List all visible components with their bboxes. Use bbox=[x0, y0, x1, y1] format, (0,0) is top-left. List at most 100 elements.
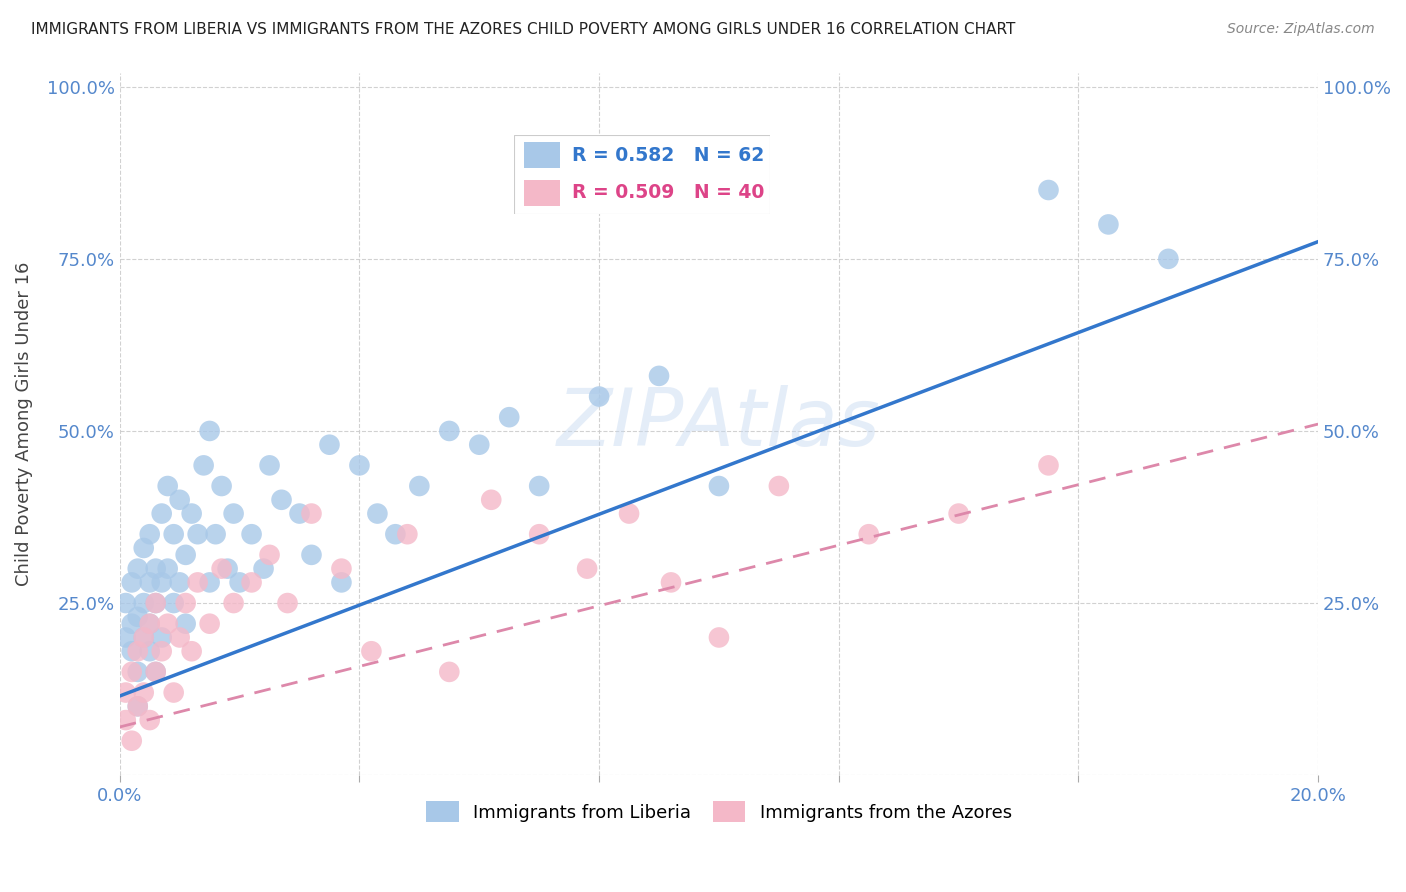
Point bbox=[396, 527, 419, 541]
Point bbox=[180, 507, 202, 521]
Y-axis label: Child Poverty Among Girls Under 16: Child Poverty Among Girls Under 16 bbox=[15, 262, 32, 586]
Point bbox=[204, 527, 226, 541]
Point bbox=[240, 527, 263, 541]
Point bbox=[163, 685, 186, 699]
Point bbox=[479, 492, 502, 507]
Point bbox=[259, 458, 281, 473]
Point bbox=[145, 596, 167, 610]
Point bbox=[240, 575, 263, 590]
Point bbox=[187, 575, 209, 590]
Point bbox=[276, 596, 298, 610]
Point bbox=[301, 548, 323, 562]
Point bbox=[127, 644, 149, 658]
Point bbox=[132, 631, 155, 645]
Point bbox=[228, 575, 250, 590]
Point bbox=[858, 527, 880, 541]
FancyBboxPatch shape bbox=[524, 143, 560, 169]
Point bbox=[768, 479, 790, 493]
Point bbox=[198, 616, 221, 631]
Text: R = 0.582   N = 62: R = 0.582 N = 62 bbox=[572, 146, 765, 165]
Point bbox=[127, 665, 149, 679]
Point bbox=[707, 479, 730, 493]
Point bbox=[121, 644, 143, 658]
Text: IMMIGRANTS FROM LIBERIA VS IMMIGRANTS FROM THE AZORES CHILD POVERTY AMONG GIRLS : IMMIGRANTS FROM LIBERIA VS IMMIGRANTS FR… bbox=[31, 22, 1015, 37]
Point bbox=[138, 616, 160, 631]
Point bbox=[145, 561, 167, 575]
Point bbox=[360, 644, 382, 658]
Point bbox=[588, 390, 610, 404]
Point bbox=[288, 507, 311, 521]
Point bbox=[138, 644, 160, 658]
Point bbox=[707, 631, 730, 645]
Point bbox=[366, 507, 388, 521]
Point bbox=[180, 644, 202, 658]
Point bbox=[150, 644, 173, 658]
Point bbox=[150, 575, 173, 590]
Point bbox=[439, 665, 461, 679]
Point bbox=[121, 665, 143, 679]
Point bbox=[198, 424, 221, 438]
Point bbox=[114, 596, 136, 610]
Point bbox=[127, 699, 149, 714]
Point bbox=[193, 458, 215, 473]
Text: ZIPAtlas: ZIPAtlas bbox=[557, 385, 882, 463]
Point bbox=[132, 596, 155, 610]
Point bbox=[138, 527, 160, 541]
FancyBboxPatch shape bbox=[513, 135, 769, 213]
Point bbox=[527, 527, 550, 541]
Point bbox=[174, 596, 197, 610]
Point bbox=[211, 479, 233, 493]
Point bbox=[659, 575, 682, 590]
Point bbox=[318, 438, 340, 452]
Point bbox=[648, 368, 671, 383]
Point bbox=[1038, 183, 1060, 197]
Point bbox=[145, 665, 167, 679]
Point bbox=[127, 610, 149, 624]
Point bbox=[498, 410, 520, 425]
Point bbox=[127, 561, 149, 575]
Point bbox=[1038, 458, 1060, 473]
Point bbox=[169, 492, 191, 507]
Point bbox=[114, 685, 136, 699]
Point bbox=[163, 596, 186, 610]
Point bbox=[121, 616, 143, 631]
Point bbox=[617, 507, 640, 521]
Point bbox=[156, 616, 179, 631]
Point bbox=[138, 616, 160, 631]
Point bbox=[222, 596, 245, 610]
Point bbox=[270, 492, 292, 507]
Point bbox=[330, 575, 353, 590]
Point bbox=[145, 596, 167, 610]
Point bbox=[259, 548, 281, 562]
Point bbox=[132, 541, 155, 555]
Point bbox=[138, 713, 160, 727]
Point bbox=[349, 458, 371, 473]
Point bbox=[156, 479, 179, 493]
Point bbox=[132, 685, 155, 699]
Point bbox=[174, 616, 197, 631]
Point bbox=[169, 575, 191, 590]
Point bbox=[1097, 218, 1119, 232]
Point bbox=[330, 561, 353, 575]
Point bbox=[948, 507, 970, 521]
Point bbox=[121, 733, 143, 747]
Point bbox=[121, 575, 143, 590]
FancyBboxPatch shape bbox=[524, 179, 560, 205]
Point bbox=[211, 561, 233, 575]
Point bbox=[132, 631, 155, 645]
Point bbox=[1157, 252, 1180, 266]
Point bbox=[576, 561, 599, 575]
Point bbox=[408, 479, 430, 493]
Text: R = 0.509   N = 40: R = 0.509 N = 40 bbox=[572, 183, 765, 202]
Point bbox=[114, 631, 136, 645]
Point bbox=[384, 527, 406, 541]
Text: Source: ZipAtlas.com: Source: ZipAtlas.com bbox=[1227, 22, 1375, 37]
Point bbox=[527, 479, 550, 493]
Point bbox=[114, 713, 136, 727]
Point bbox=[187, 527, 209, 541]
Legend: Immigrants from Liberia, Immigrants from the Azores: Immigrants from Liberia, Immigrants from… bbox=[419, 794, 1019, 830]
Point bbox=[468, 438, 491, 452]
Point bbox=[150, 507, 173, 521]
Point bbox=[174, 548, 197, 562]
Point bbox=[222, 507, 245, 521]
